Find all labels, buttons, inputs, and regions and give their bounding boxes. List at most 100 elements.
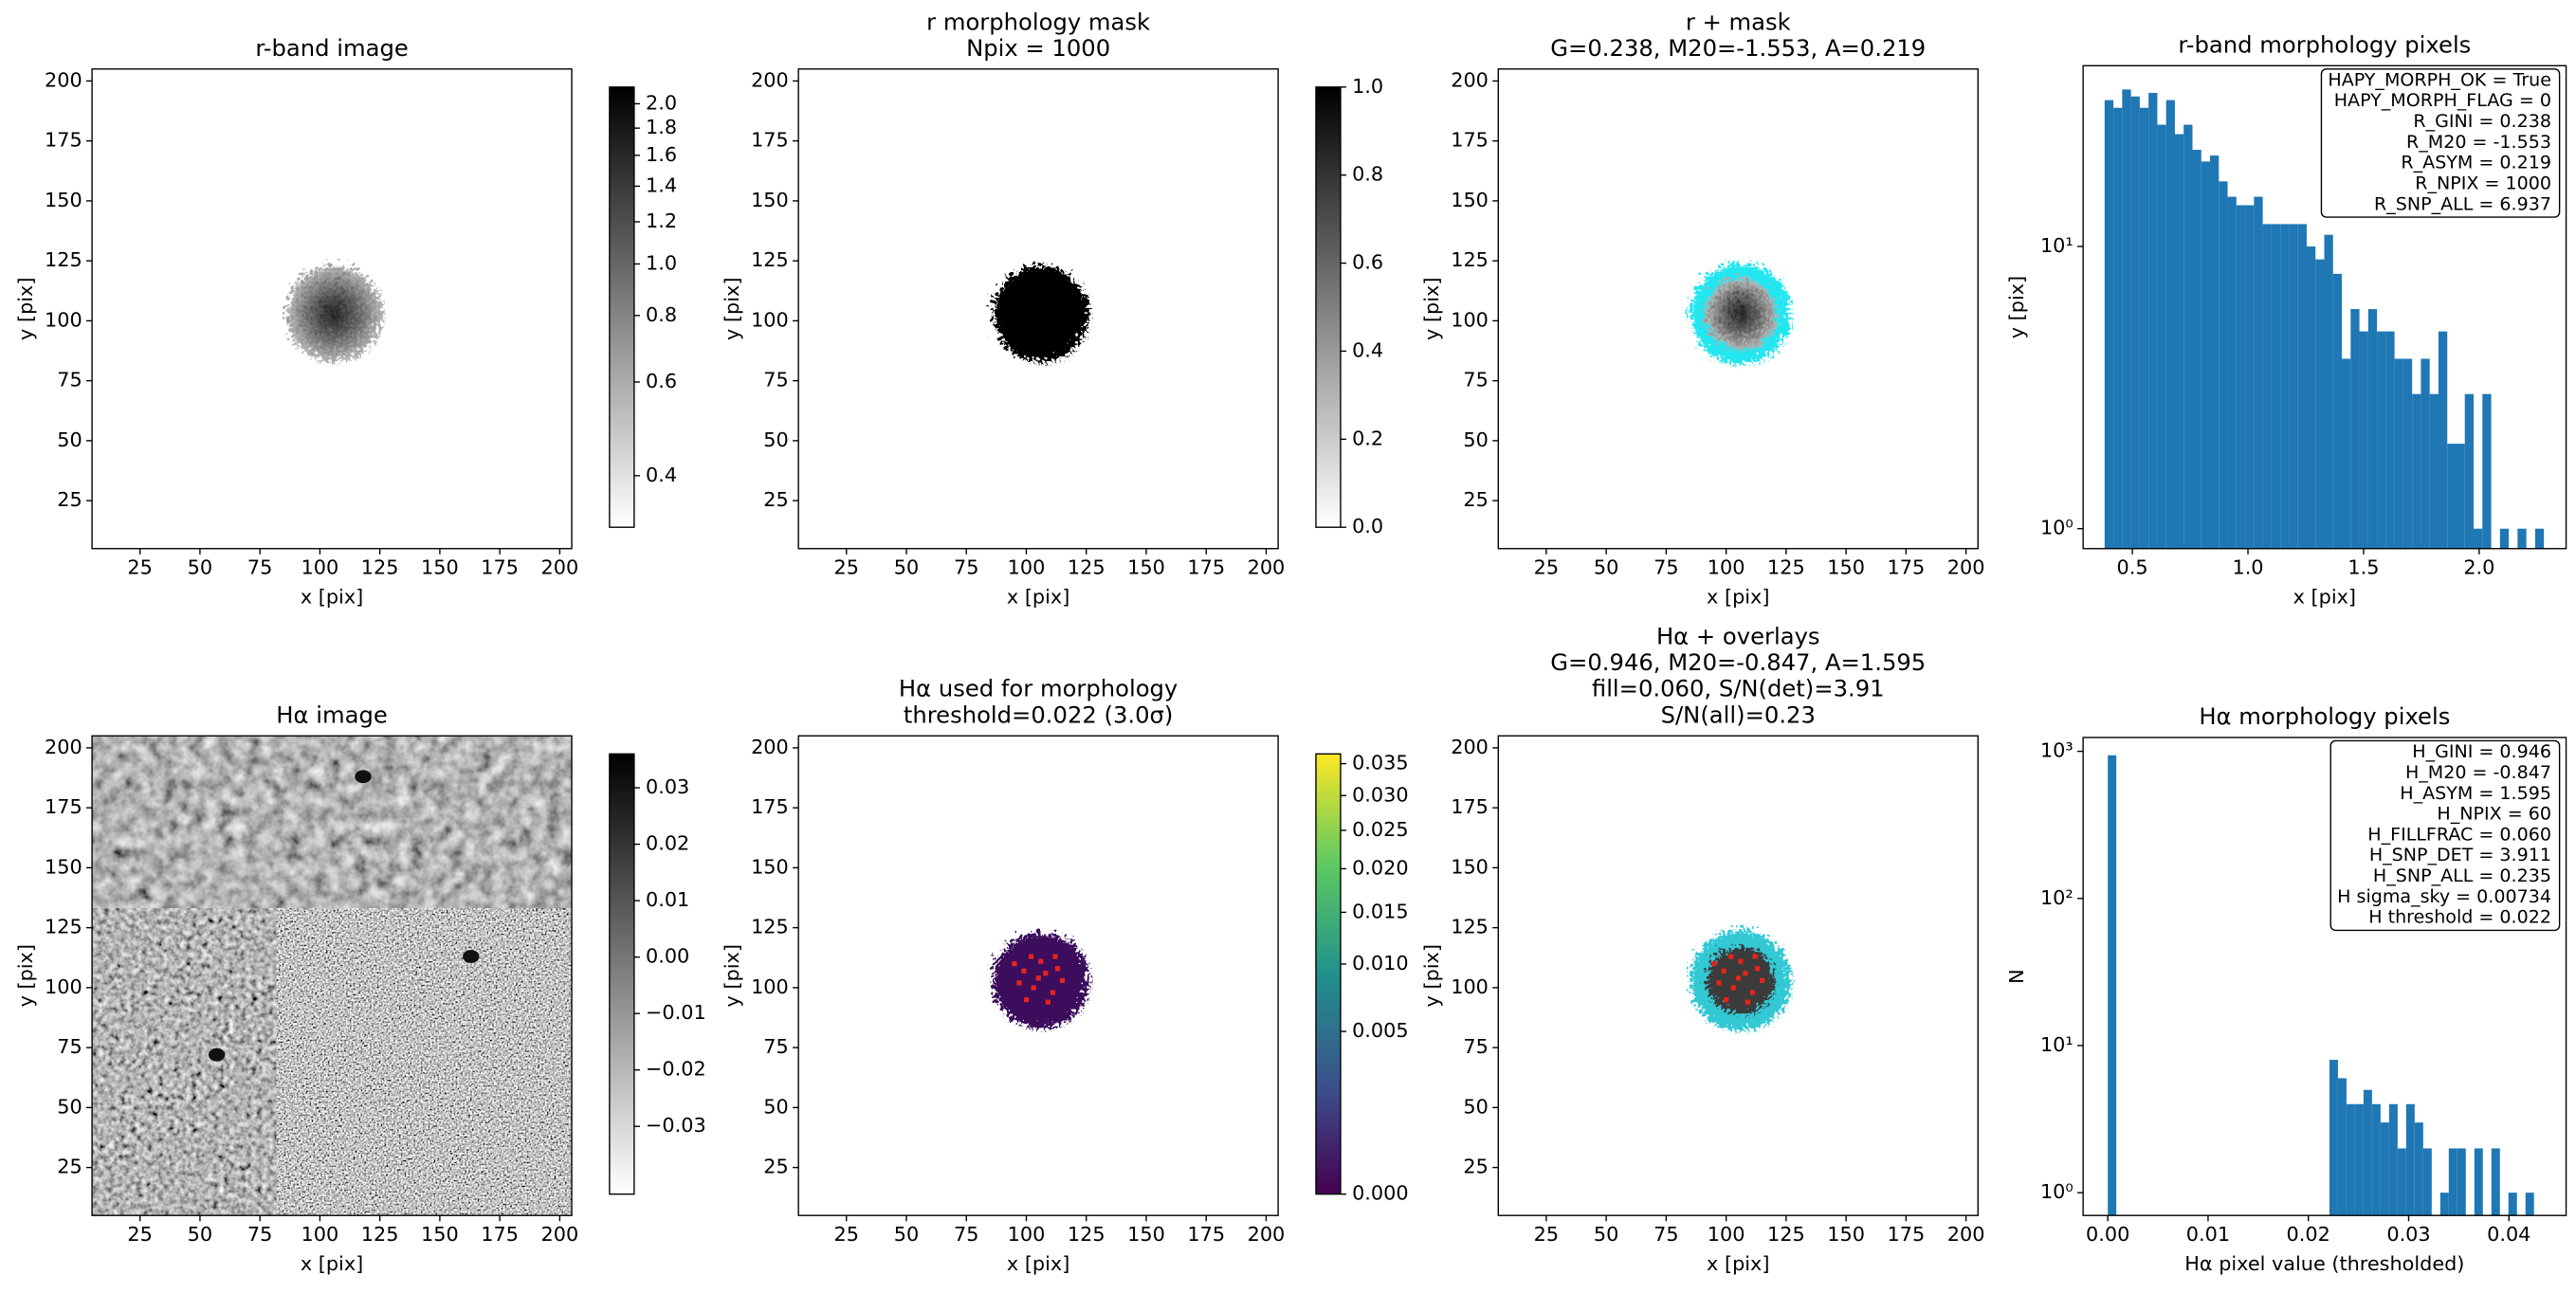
bar [2332, 273, 2343, 549]
x-tick-label: 50 [894, 1223, 919, 1246]
source-image [1699, 272, 1772, 345]
y-tick-label: 75 [57, 1035, 82, 1058]
x-axis-label: x [pix] [1707, 586, 1769, 609]
colorbar-tick-label: 0.025 [1352, 818, 1409, 841]
plot-area [988, 927, 1085, 1024]
panel: r-band image 25 50 75 100 125 150 175 200 25 50 75 1… [14, 34, 677, 609]
bar [2192, 150, 2201, 549]
axes-title: Hα + overlays [1656, 622, 1820, 649]
y-axis-label: y [pix] [721, 278, 743, 340]
x-tick-label: 100 [1008, 556, 1046, 579]
bar [2412, 393, 2421, 549]
y-tick-label: 25 [57, 1156, 82, 1178]
bar [2262, 224, 2272, 549]
y-tick-label: 25 [763, 488, 788, 511]
detected-pixel [1012, 961, 1017, 967]
colorbar [1315, 86, 1342, 528]
source-image [988, 261, 1085, 357]
x-tick-label: 175 [1888, 1223, 1926, 1246]
x-tick-label: 200 [1248, 556, 1286, 579]
colorbar-tick-label: 0.6 [646, 370, 677, 392]
bar [2402, 358, 2413, 549]
bar [2359, 331, 2368, 549]
bar [2337, 1078, 2347, 1216]
axes-title: Hα image [276, 701, 387, 728]
bar [2210, 155, 2220, 549]
bar [2421, 358, 2430, 549]
x-tick-label: 175 [1187, 1223, 1225, 1246]
detected-pixel [1728, 954, 1734, 959]
detected-pixel [1735, 975, 1741, 981]
x-tick-label: 50 [1594, 1223, 1618, 1246]
x-tick-label: 200 [1248, 1223, 1286, 1246]
axes-title: G=0.946, M20=-0.847, A=1.595 [1550, 648, 1926, 676]
detected-pixel [1059, 977, 1066, 983]
bar [2254, 196, 2263, 549]
y-tick-label: 125 [45, 916, 82, 938]
x-tick-label: 200 [1947, 556, 1985, 579]
x-tick-label: 25 [834, 556, 859, 579]
x-tick-label: 200 [1947, 1223, 1985, 1246]
colorbar-tick-label: 2.0 [646, 91, 677, 114]
x-tick-label: 25 [1534, 1223, 1559, 1246]
colorbar [1315, 753, 1342, 1195]
bar [2236, 205, 2246, 549]
colorbar-tick-label: 0.0 [1352, 515, 1383, 537]
bar [2388, 1103, 2398, 1216]
bar [2377, 331, 2386, 549]
noise-image [92, 908, 277, 1216]
plot-area [281, 261, 378, 357]
colorbar-tick-label: 0.035 [1352, 752, 1409, 774]
bar [2499, 528, 2510, 549]
x-tick-label: 50 [188, 1223, 212, 1246]
x-tick-label: 0.00 [2086, 1223, 2129, 1246]
bar [2245, 205, 2255, 549]
detected-pixel [1743, 971, 1748, 976]
bar [2508, 1193, 2517, 1216]
bar [2385, 331, 2395, 549]
colorbar-tick-label: 0.000 [1352, 1182, 1409, 1205]
detected-pixel [1029, 954, 1034, 959]
colorbar-tick-label: 0.010 [1352, 952, 1409, 974]
noise-image [276, 908, 573, 1216]
detected-pixel [1035, 975, 1041, 981]
annotation-line: H_FILLFRAC = 0.060 [2367, 824, 2551, 845]
colorbar-tick-label: 1.8 [646, 116, 677, 138]
y-tick-label: 175 [45, 795, 82, 818]
y-tick-label: 75 [763, 369, 788, 392]
x-tick-label: 75 [247, 556, 272, 579]
plot-area [92, 736, 573, 1216]
axes-title: r morphology mask [926, 8, 1150, 35]
y-tick-label: 175 [751, 129, 789, 152]
x-tick-label: 150 [1127, 1223, 1165, 1246]
y-axis-label: y [pix] [1420, 944, 1443, 1007]
x-axis-label: x [pix] [2293, 586, 2356, 609]
bar [2464, 393, 2475, 549]
axes-frame [797, 68, 1279, 550]
y-tick-label: 25 [57, 488, 82, 511]
y-tick-label: 150 [45, 189, 82, 211]
bar [2422, 1148, 2432, 1216]
bar [2456, 444, 2465, 549]
y-tick-label: 150 [1451, 189, 1489, 211]
colorbar-tick-label: 0.03 [646, 775, 689, 798]
y-tick-label: 125 [751, 248, 789, 271]
bar [2380, 1122, 2389, 1216]
x-tick-label: 75 [1653, 556, 1678, 579]
y-tick-label: 100 [751, 308, 789, 331]
annotation-line: HAPY_MORPH_OK = True [2328, 69, 2551, 90]
bar [2104, 100, 2114, 549]
panel: r-band morphology pixels 0.5 1.0 1.5 2.0 10⁰ 1… [2005, 31, 2567, 609]
y-tick-label: 100 [45, 308, 82, 331]
bar [2148, 93, 2158, 549]
colorbar-tick-label: 0.00 [646, 945, 689, 968]
bar [2354, 1103, 2364, 1216]
detected-pixel [1023, 997, 1030, 1003]
bar [2297, 224, 2307, 549]
bar [2157, 124, 2166, 549]
y-tick-label: 75 [57, 369, 82, 392]
panel: Hα image 25 50 75 100 125 150 175 200 25 50 75 100 12… [14, 701, 706, 1275]
annotation-line: H_M20 = -0.847 [2405, 762, 2551, 783]
